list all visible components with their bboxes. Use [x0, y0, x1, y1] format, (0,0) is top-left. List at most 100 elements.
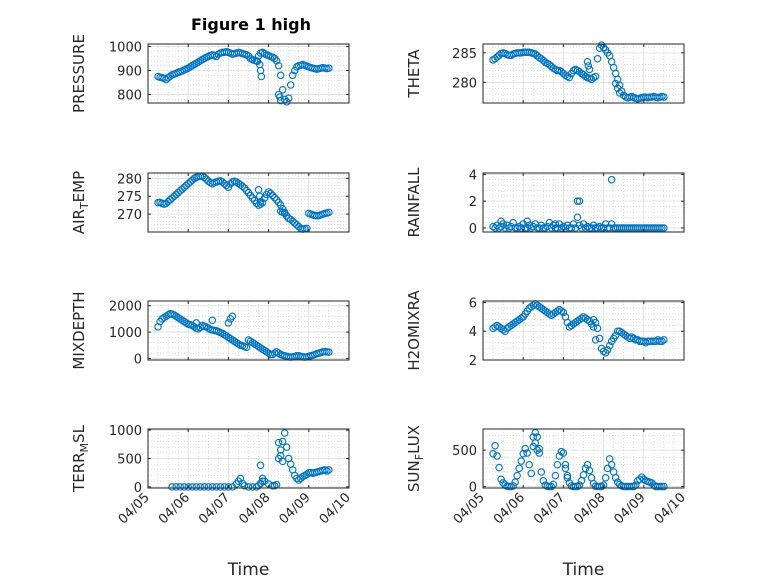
data-point: [268, 481, 277, 490]
data-point: [240, 481, 249, 490]
data-point: [629, 482, 638, 491]
y-tick-label: 1000: [109, 424, 142, 439]
data-point: [278, 437, 287, 446]
data-point: [658, 482, 666, 491]
data-point: [603, 346, 612, 354]
data-point: [593, 324, 602, 333]
subplot-mixdepth: 0 1000 2000 MIXDEPTH: [70, 291, 350, 370]
y-tick-label: 500: [452, 444, 477, 459]
data-point: [176, 483, 184, 491]
data-point: [563, 474, 572, 482]
data-point: [517, 457, 525, 465]
data-point: [489, 450, 497, 458]
data-point: [553, 460, 562, 469]
y-tick-label: 800: [117, 89, 142, 104]
data-point: [493, 452, 501, 460]
data-point: [182, 319, 190, 327]
data-point: [497, 475, 505, 484]
y-tick-label: 1000: [109, 40, 142, 55]
data-point: [561, 460, 570, 469]
data-point: [607, 220, 616, 228]
data-point: [595, 334, 604, 343]
data-point: [584, 62, 593, 70]
data-point: [200, 173, 209, 182]
y-tick-label: 285: [452, 47, 477, 62]
x-tick-label: 04/06: [156, 490, 193, 527]
data-point: [499, 326, 507, 334]
data-point: [557, 307, 566, 315]
x-tick-label: 04/05: [451, 490, 488, 527]
data-point: [224, 483, 233, 491]
data-point: [280, 209, 289, 218]
data-point: [200, 483, 209, 491]
data-point: [575, 197, 584, 205]
data-point: [276, 96, 285, 105]
data-point: [325, 348, 333, 356]
data-point: [553, 66, 562, 75]
y-tick-label: 275: [117, 190, 142, 205]
axes-box: [482, 43, 685, 104]
data-point: [280, 429, 289, 437]
data-point: [256, 479, 265, 488]
data-point: [613, 327, 622, 335]
data-point: [601, 474, 610, 482]
data-point: [658, 337, 666, 346]
data-point: [613, 84, 622, 93]
data-point: [571, 482, 580, 491]
y-tick-label: 280: [117, 172, 142, 187]
data-point: [611, 331, 620, 340]
data-point: [660, 224, 668, 232]
data-point: [545, 482, 554, 491]
data-point: [581, 464, 590, 473]
data-point: [282, 443, 291, 451]
y-tick-label: 0: [134, 352, 142, 367]
y-axis-label: THETA: [405, 49, 423, 99]
data-point: [585, 65, 594, 74]
data-point: [196, 483, 205, 491]
x-tick-label: 04/10: [652, 490, 689, 527]
data-point: [274, 349, 283, 357]
data-point: [656, 337, 664, 346]
axes-box: [147, 43, 350, 104]
y-axis-label: AIRTEMP: [70, 171, 91, 234]
data-point: [274, 438, 283, 447]
data-point: [272, 57, 281, 65]
data-point: [517, 314, 525, 323]
x-tick-label: 04/07: [196, 490, 233, 527]
y-tick-label: 6: [469, 296, 477, 311]
data-point: [276, 93, 284, 101]
data-point: [278, 86, 287, 94]
subplot-h2omixra: 2 4 6 H2OMIXRA: [405, 290, 685, 371]
data-point: [224, 319, 233, 327]
data-point: [611, 79, 620, 88]
data-point: [656, 482, 664, 491]
data-point: [660, 336, 668, 344]
subplot-pressure: 800 900 1000 PRESSURE: [70, 34, 350, 113]
data-point: [523, 217, 531, 226]
data-point: [242, 186, 251, 195]
data-point: [597, 482, 606, 491]
data-point: [607, 175, 616, 184]
data-point: [222, 181, 231, 190]
data-point: [591, 224, 600, 232]
data-point: [505, 482, 513, 491]
plot-area: [483, 173, 684, 232]
y-tick-label: 4: [469, 325, 477, 340]
subplot-air-temp: 270 275 280 AIRTEMP: [70, 171, 350, 234]
data-point: [236, 474, 245, 483]
data-point: [615, 89, 624, 97]
data-point: [166, 72, 174, 81]
x-axis-label: Time: [227, 560, 270, 580]
y-axis-label: H2OMIXRA: [405, 290, 423, 371]
data-point: [286, 81, 295, 89]
y-tick-label: 1000: [109, 326, 142, 341]
y-tick-label: 0: [469, 222, 477, 237]
data-point: [583, 57, 592, 66]
data-point: [573, 197, 582, 205]
y-tick-label: 0: [469, 481, 477, 496]
data-point: [270, 54, 279, 63]
data-point: [579, 471, 588, 479]
subplot-grid: 800 900 1000 PRESSURE 280 285 THETA 270 275 280 AI…: [70, 34, 689, 580]
data-point: [627, 482, 636, 491]
